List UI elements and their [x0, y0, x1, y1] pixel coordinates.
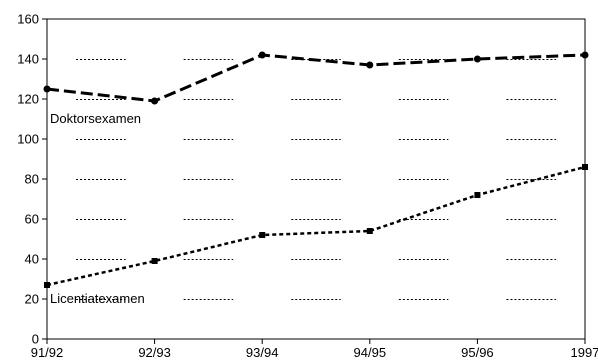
grid-lines: [76, 59, 556, 300]
series-line-doktorsexamen: [46, 53, 586, 103]
series-labels: Doktorsexamen Licentiatexamen: [50, 111, 145, 306]
data-point: [43, 85, 51, 93]
y-tick-label: 60: [25, 212, 39, 227]
x-tick-label: 94/95: [354, 345, 387, 360]
data-point: [258, 51, 266, 59]
data-point: [366, 228, 373, 234]
x-axis-tick-labels: 91/92 92/93 93/94 94/95 95/96 1997: [31, 345, 598, 360]
y-tick-label: 120: [17, 92, 39, 107]
data-point: [44, 282, 50, 288]
data-point: [366, 61, 374, 69]
axes: [42, 18, 586, 344]
x-tick-label: 91/92: [31, 345, 64, 360]
data-point: [259, 232, 266, 238]
x-tick-label: 93/94: [246, 345, 279, 360]
y-tick-label: 100: [17, 132, 39, 147]
data-point: [473, 55, 481, 63]
series-line-licentiatexamen: [46, 165, 586, 287]
y-tick-label: 40: [25, 252, 39, 267]
y-tick-label: 160: [17, 12, 39, 27]
y-tick-label: 0: [32, 332, 39, 347]
y-tick-label: 80: [25, 172, 39, 187]
x-tick-label: 95/96: [461, 345, 494, 360]
y-axis-tick-labels: 0 20 40 60 80 100 120 140 160: [17, 12, 39, 347]
data-point: [474, 192, 481, 198]
y-tick-label: 20: [25, 292, 39, 307]
series-lines: [43, 51, 589, 288]
series-label-licentiatexamen: Licentiatexamen: [50, 291, 145, 306]
series-label-doktorsexamen: Doktorsexamen: [50, 111, 141, 126]
data-point: [581, 51, 589, 59]
x-tick-label: 1997: [571, 345, 598, 360]
data-point: [151, 258, 158, 264]
x-tick-label: 92/93: [138, 345, 171, 360]
data-point: [151, 97, 159, 105]
y-tick-label: 140: [17, 52, 39, 67]
data-point: [582, 164, 588, 170]
